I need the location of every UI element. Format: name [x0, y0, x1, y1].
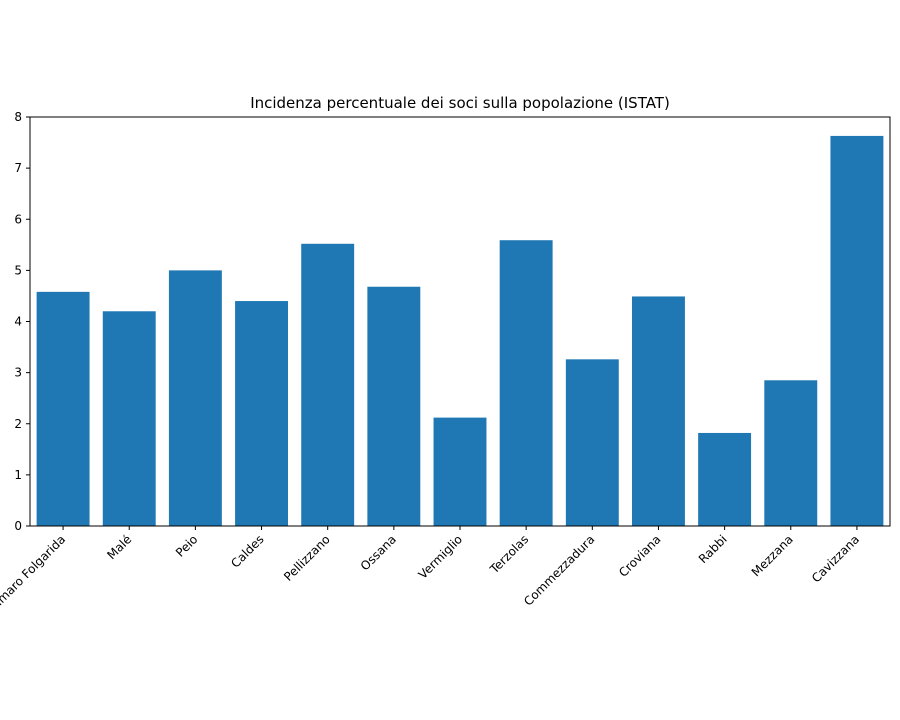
- y-axis: 0 1 2 3 4 5 6 7 8: [14, 110, 30, 533]
- y-tick-label-6: 6: [14, 212, 22, 226]
- chart-title: Incidenza percentuale dei soci sulla pop…: [250, 94, 670, 112]
- bar-10: [698, 432, 752, 526]
- y-tick-label-0: 0: [14, 519, 22, 533]
- plot-frame: [29, 116, 891, 527]
- bar-3: [235, 301, 288, 526]
- y-tick-label-5: 5: [14, 263, 22, 277]
- bar-0: [36, 291, 90, 526]
- bar-11: [764, 380, 818, 526]
- bar-4: [301, 243, 355, 527]
- y-tick-label-2: 2: [14, 417, 22, 431]
- y-tick-label-7: 7: [14, 161, 22, 175]
- y-tick-label-8: 8: [14, 110, 22, 124]
- bar-12: [830, 135, 884, 527]
- bars-group: [36, 135, 884, 527]
- bar-2: [168, 270, 222, 527]
- y-tick-label-1: 1: [14, 468, 22, 482]
- bar-9: [632, 296, 685, 526]
- bar-8: [565, 359, 619, 526]
- bar-7: [499, 240, 553, 526]
- bar-5: [367, 286, 421, 526]
- y-tick-label-3: 3: [14, 366, 22, 380]
- bar-1: [102, 311, 156, 526]
- bar-6: [433, 417, 487, 526]
- y-tick-label-4: 4: [14, 315, 22, 329]
